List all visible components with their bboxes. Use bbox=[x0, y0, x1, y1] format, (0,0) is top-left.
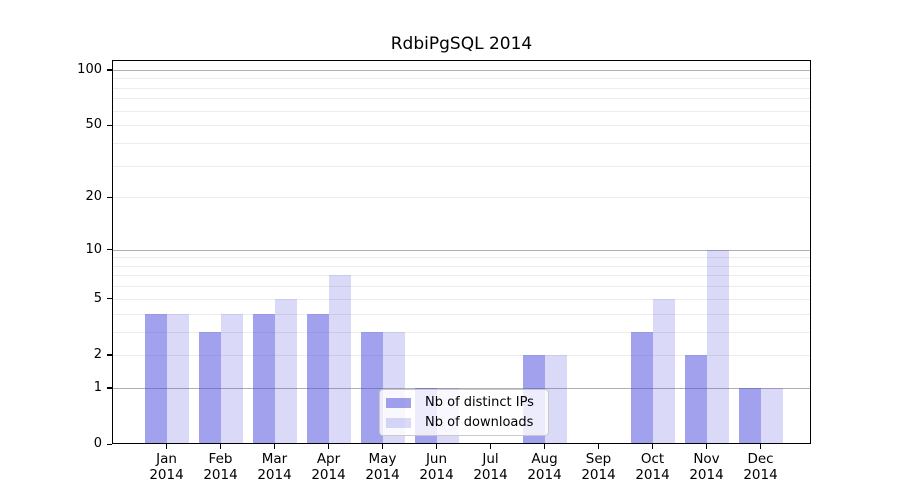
x-tick-jul bbox=[489, 444, 492, 449]
legend-label-distinct-ips: Nb of distinct IPs bbox=[425, 395, 534, 410]
bar-nb-of-distinct-ips-dec bbox=[738, 387, 761, 444]
y-tick-label-0: 0 bbox=[93, 436, 102, 451]
gridline-minor-5 bbox=[112, 298, 811, 300]
gridline-minor-6 bbox=[112, 286, 811, 288]
y-tick-label-20: 20 bbox=[85, 189, 102, 205]
bar-nb-of-downloads-aug bbox=[544, 354, 567, 444]
y-tick-2 bbox=[107, 354, 112, 356]
y-tick-label-100: 100 bbox=[77, 61, 102, 77]
y-tick-0 bbox=[107, 443, 112, 445]
gridline-minor-3 bbox=[112, 331, 811, 333]
y-tick-5 bbox=[107, 298, 112, 300]
bar-nb-of-downloads-oct bbox=[652, 298, 675, 444]
y-tick-10 bbox=[107, 249, 112, 251]
legend-label-downloads: Nb of downloads bbox=[425, 415, 534, 430]
y-tick-20 bbox=[107, 196, 112, 198]
x-tick-may bbox=[381, 444, 384, 449]
x-tick-nov bbox=[705, 444, 708, 449]
legend-swatch-distinct-ips bbox=[386, 397, 411, 408]
gridline-minor-8 bbox=[112, 265, 811, 267]
legend-swatch-downloads bbox=[386, 417, 411, 428]
bar-nb-of-distinct-ips-jan bbox=[144, 313, 167, 444]
x-tick-apr bbox=[327, 444, 330, 449]
y-tick-50 bbox=[107, 124, 112, 126]
bar-nb-of-distinct-ips-feb bbox=[198, 331, 221, 444]
bar-nb-of-distinct-ips-mar bbox=[252, 313, 275, 444]
x-tick-dec bbox=[759, 444, 762, 449]
gridline-major-100 bbox=[112, 69, 811, 71]
x-tick-label-oct: Oct 2014 bbox=[635, 451, 670, 483]
x-tick-label-apr: Apr 2014 bbox=[311, 451, 346, 483]
legend: Nb of distinct IPs Nb of downloads bbox=[379, 389, 549, 436]
y-tick-1 bbox=[107, 387, 112, 389]
y-tick-label-2: 2 bbox=[93, 346, 102, 362]
bar-nb-of-distinct-ips-apr bbox=[306, 313, 329, 444]
gridline-minor-80 bbox=[112, 87, 811, 89]
gridline-minor-90 bbox=[112, 78, 811, 80]
y-tick-label-10: 10 bbox=[85, 241, 102, 257]
x-tick-aug bbox=[543, 444, 546, 449]
x-tick-label-may: May 2014 bbox=[365, 451, 400, 483]
x-tick-label-jun: Jun 2014 bbox=[419, 451, 454, 483]
gridline-minor-70 bbox=[112, 98, 811, 100]
legend-item-distinct-ips: Nb of distinct IPs bbox=[386, 395, 542, 411]
x-tick-jun bbox=[435, 444, 438, 449]
gridline-minor-60 bbox=[112, 110, 811, 112]
gridline-minor-7 bbox=[112, 275, 811, 277]
bar-nb-of-downloads-dec bbox=[760, 387, 783, 444]
y-tick-100 bbox=[107, 69, 112, 71]
x-tick-label-aug: Aug 2014 bbox=[527, 451, 562, 483]
bar-nb-of-downloads-mar bbox=[274, 298, 297, 444]
bar-nb-of-downloads-apr bbox=[328, 275, 351, 444]
y-tick-label-50: 50 bbox=[85, 117, 102, 133]
x-tick-jan bbox=[165, 444, 168, 449]
gridline-minor-30 bbox=[112, 165, 811, 167]
gridline-major-10 bbox=[112, 249, 811, 251]
y-tick-label-1: 1 bbox=[93, 379, 102, 395]
x-tick-label-sep: Sep 2014 bbox=[581, 451, 616, 483]
bar-nb-of-distinct-ips-nov bbox=[684, 354, 707, 444]
gridline-minor-20 bbox=[112, 197, 811, 199]
y-tick-label-5: 5 bbox=[93, 290, 102, 306]
gridline-minor-9 bbox=[112, 257, 811, 259]
x-tick-feb bbox=[219, 444, 222, 449]
bar-nb-of-distinct-ips-may bbox=[360, 331, 383, 444]
chart-title: RdbiPgSQL 2014 bbox=[390, 34, 533, 54]
x-tick-mar bbox=[273, 444, 276, 449]
legend-item-downloads: Nb of downloads bbox=[386, 415, 542, 431]
x-tick-label-feb: Feb 2014 bbox=[203, 451, 238, 483]
x-tick-label-jan: Jan 2014 bbox=[149, 451, 184, 483]
x-tick-oct bbox=[651, 444, 654, 449]
x-tick-label-jul: Jul 2014 bbox=[473, 451, 508, 483]
gridline-minor-50 bbox=[112, 125, 811, 127]
plot-area: Nb of distinct IPs Nb of downloads 0 1 2 5 1… bbox=[77, 60, 811, 483]
bar-nb-of-downloads-nov bbox=[706, 249, 729, 444]
bar-nb-of-distinct-ips-oct bbox=[630, 331, 653, 444]
x-tick-label-dec: Dec 2014 bbox=[743, 451, 778, 483]
x-tick-sep bbox=[597, 444, 600, 449]
gridline-minor-40 bbox=[112, 142, 811, 144]
bar-nb-of-downloads-jan bbox=[166, 313, 189, 444]
gridline-major-1 bbox=[112, 387, 811, 389]
x-tick-label-mar: Mar 2014 bbox=[257, 451, 292, 483]
gridline-minor-2 bbox=[112, 354, 811, 356]
gridline-minor-4 bbox=[112, 313, 811, 315]
bar-nb-of-downloads-feb bbox=[220, 313, 243, 444]
x-tick-label-nov: Nov 2014 bbox=[689, 451, 724, 483]
